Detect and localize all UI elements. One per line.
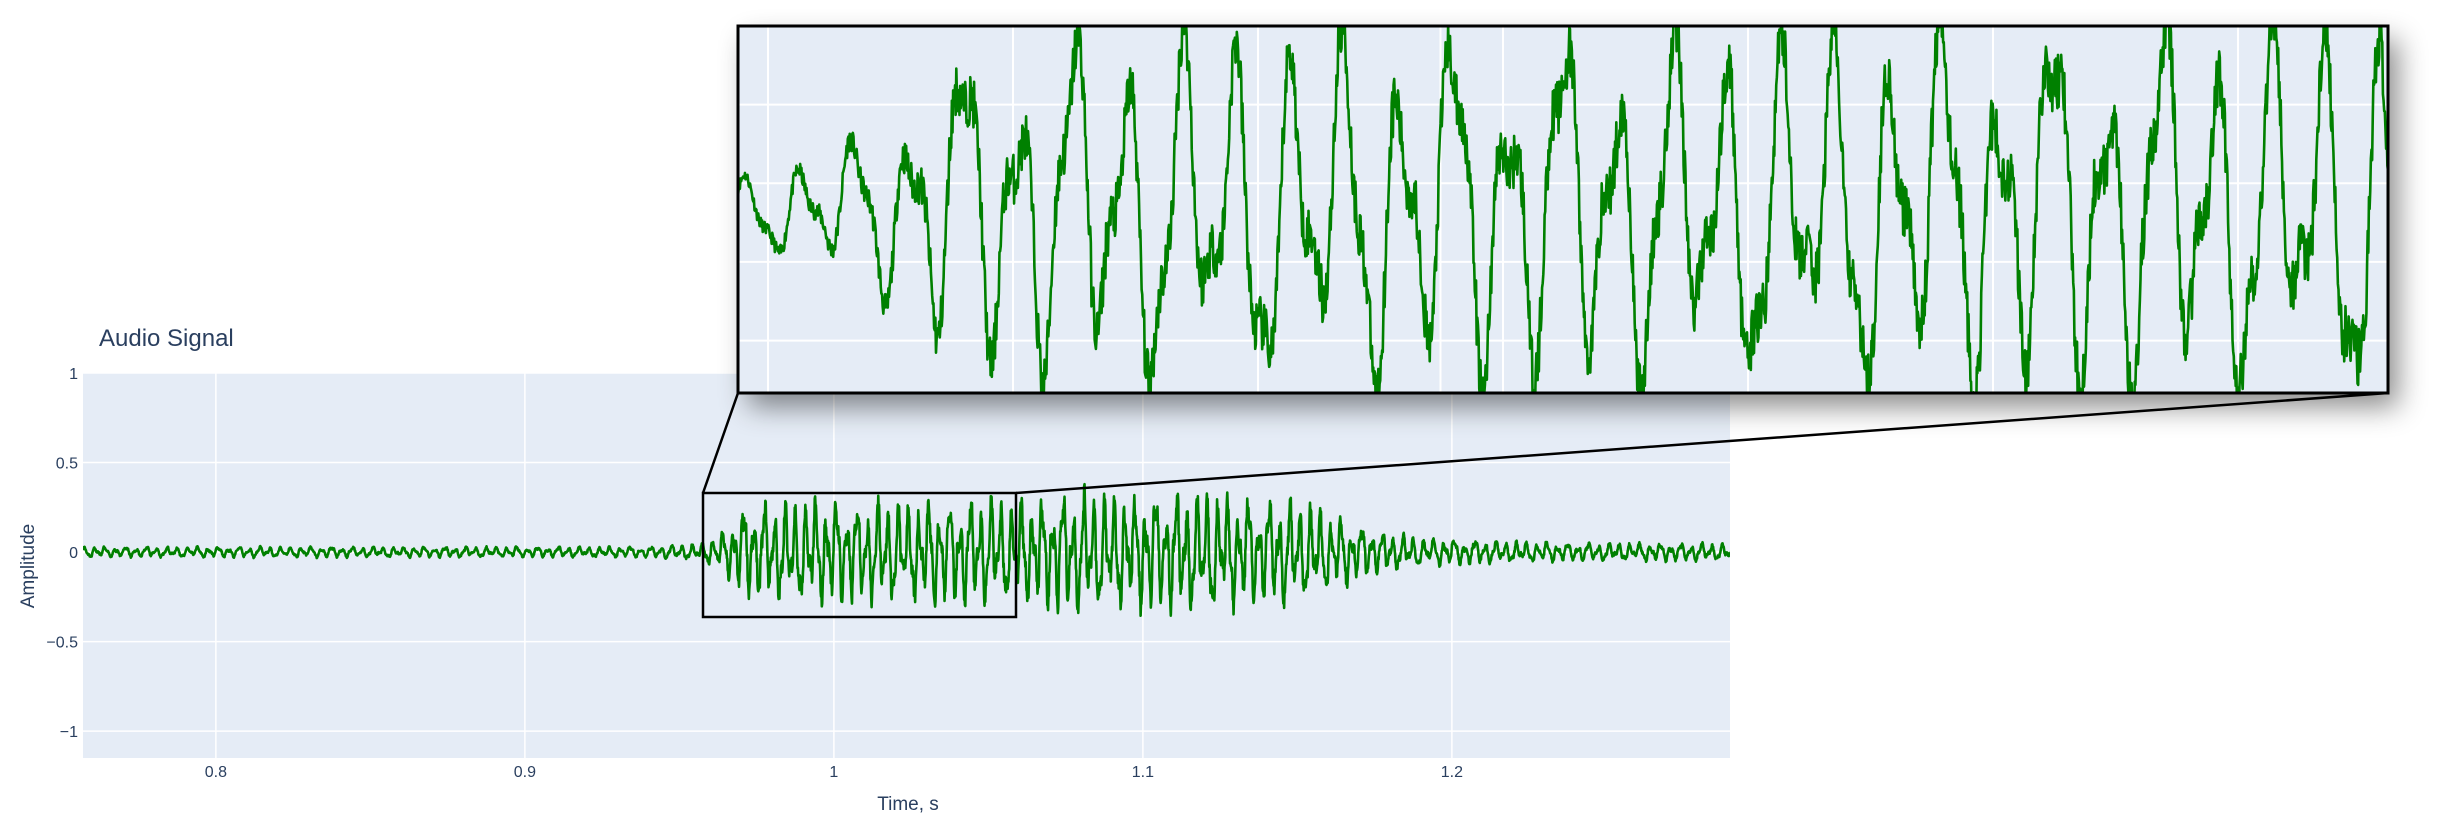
zoom-selection-box: [701, 491, 1018, 619]
zoom-connector-left: [701, 392, 740, 494]
y-tick-label: −1: [60, 724, 78, 741]
x-axis-label: Time, s: [877, 794, 939, 815]
zoom-inset-series-group: [738, 26, 2388, 393]
x-tick-label: 1: [829, 764, 838, 781]
y-tick-label: 0.5: [56, 456, 78, 473]
y-tick-label: 1: [69, 366, 78, 383]
zoom-connector-right: [1015, 391, 2389, 495]
x-tick-label: 1.2: [1441, 764, 1463, 781]
x-tick-label: 0.8: [205, 764, 227, 781]
main-series-group: [83, 482, 1730, 618]
chart-title: Audio Signal: [99, 325, 234, 352]
x-tick-label: 1.1: [1132, 764, 1154, 781]
x-axis-ticks: 0.8 0.9 1 1.1 1.2: [205, 764, 1463, 781]
signal-line: [83, 482, 1730, 618]
y-axis-label: Amplitude: [18, 524, 39, 609]
y-axis-ticks: 1 0.5 0 −0.5 −1: [46, 366, 78, 741]
inset-signal-line: [738, 26, 2388, 393]
y-tick-label: 0: [69, 545, 78, 562]
zoom-inset-frame: [736, 24, 2390, 395]
y-tick-label: −0.5: [46, 635, 78, 652]
x-tick-label: 0.9: [514, 764, 536, 781]
